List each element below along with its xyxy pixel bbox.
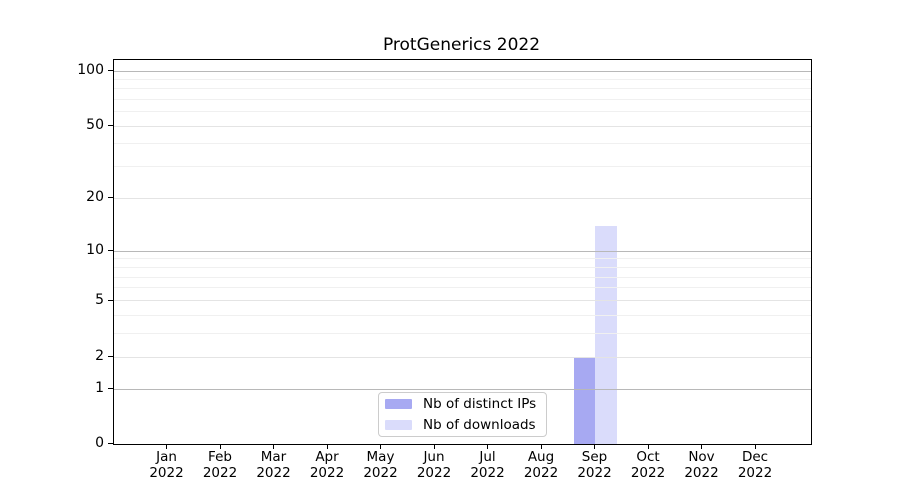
gridline-minor (114, 111, 811, 113)
gridline-decade (114, 70, 811, 72)
gridline-minor (114, 314, 811, 316)
x-tick-mark (273, 443, 274, 449)
y-tick-label: 1 (95, 380, 104, 396)
x-tick-label-apr: Apr 2022 (295, 449, 359, 481)
gridline-minor (114, 258, 811, 260)
gridline-minor (114, 266, 811, 268)
y-tick-mark (108, 356, 113, 357)
gridline-major (114, 197, 811, 199)
x-tick-label-mar: Mar 2022 (242, 449, 306, 481)
x-tick-label-jan: Jan 2022 (135, 449, 199, 481)
x-tick-year: 2022 (363, 464, 398, 481)
x-tick-label-may: May 2022 (349, 449, 413, 481)
x-tick-month: Jul (479, 449, 496, 465)
x-tick-month: Apr (315, 449, 339, 465)
x-tick-year: 2022 (256, 464, 291, 481)
gridline-major (114, 125, 811, 127)
y-tick-label: 20 (86, 189, 104, 205)
legend-label-distinct-ips: Nb of distinct IPs (423, 396, 537, 412)
legend-swatch-distinct-ips (385, 399, 412, 409)
x-tick-month: May (366, 449, 395, 465)
bar-distinct-ips-sep (573, 357, 595, 444)
x-tick-year: 2022 (149, 464, 184, 481)
x-tick-mark (326, 443, 328, 449)
x-tick-month: Jan (156, 449, 177, 465)
x-tick-month: Dec (741, 449, 769, 465)
plot-area (113, 59, 812, 445)
x-tick-label-feb: Feb 2022 (188, 449, 252, 481)
x-tick-mark (701, 443, 702, 449)
gridline-minor (114, 88, 811, 90)
x-tick-year: 2022 (416, 464, 452, 481)
legend: Nb of distinct IPs Nb of downloads (378, 392, 547, 437)
gridline-minor (114, 165, 811, 167)
x-tick-mark (166, 443, 167, 449)
x-tick-mark (647, 443, 649, 449)
gridline-minor (114, 287, 811, 289)
gridline-minor (114, 333, 811, 335)
gridline-minor (114, 98, 811, 100)
x-tick-year: 2022 (309, 464, 345, 481)
x-tick-month: Mar (260, 449, 287, 465)
x-tick-label-jul: Jul 2022 (456, 449, 520, 481)
x-tick-mark (754, 443, 756, 449)
gridline-major (114, 356, 811, 358)
gridline-decade (114, 250, 811, 252)
chart-title: ProtGenerics 2022 (382, 35, 541, 55)
x-tick-year: 2022 (630, 464, 666, 481)
x-tick-year: 2022 (202, 464, 238, 481)
y-tick-mark (108, 299, 113, 301)
y-tick-label: 5 (95, 291, 104, 308)
legend-item-distinct-ips: Nb of distinct IPs (385, 395, 540, 413)
y-tick-label: 2 (95, 348, 104, 364)
x-tick-mark (433, 443, 435, 449)
x-tick-month: Oct (636, 449, 660, 465)
x-tick-label-oct: Oct 2022 (616, 449, 680, 481)
y-tick-label: 50 (86, 117, 104, 133)
y-tick-mark (108, 70, 113, 71)
x-tick-year: 2022 (737, 464, 773, 481)
x-tick-label-nov: Nov 2022 (670, 449, 734, 481)
x-tick-month: Jun (423, 449, 445, 465)
x-tick-label-dec: Dec 2022 (723, 449, 787, 481)
x-tick-month: Nov (688, 449, 715, 465)
y-tick-mark (108, 388, 113, 389)
x-tick-month: Sep (581, 449, 608, 465)
x-tick-year: 2022 (684, 464, 719, 481)
x-tick-label-jun: Jun 2022 (402, 449, 466, 481)
x-tick-mark (594, 443, 595, 449)
gridline-minor (114, 78, 811, 80)
legend-swatch-downloads (385, 420, 412, 430)
y-tick-mark (108, 250, 113, 251)
y-tick-mark (108, 443, 113, 444)
y-tick-label: 0 (95, 435, 104, 451)
gridline-decade (114, 388, 811, 390)
gridline-minor (114, 143, 811, 145)
x-tick-label-sep: Sep 2022 (563, 449, 627, 481)
x-tick-year: 2022 (470, 464, 505, 481)
legend-item-downloads: Nb of downloads (385, 416, 540, 434)
y-tick-label: 100 (77, 62, 104, 78)
x-tick-label-aug: Aug 2022 (509, 449, 573, 481)
gridline-major (114, 300, 811, 301)
x-tick-month: Feb (208, 449, 232, 465)
x-tick-month: Aug (527, 449, 555, 465)
x-tick-year: 2022 (523, 464, 559, 481)
y-tick-label: 10 (86, 242, 104, 258)
y-tick-mark (108, 197, 113, 198)
x-tick-mark (219, 443, 221, 449)
x-tick-year: 2022 (577, 464, 612, 481)
gridline-minor (114, 276, 811, 278)
x-tick-mark (540, 443, 542, 449)
legend-label-downloads: Nb of downloads (423, 417, 536, 433)
y-tick-mark (108, 125, 113, 126)
x-tick-mark (487, 443, 488, 449)
x-tick-mark (380, 443, 381, 449)
